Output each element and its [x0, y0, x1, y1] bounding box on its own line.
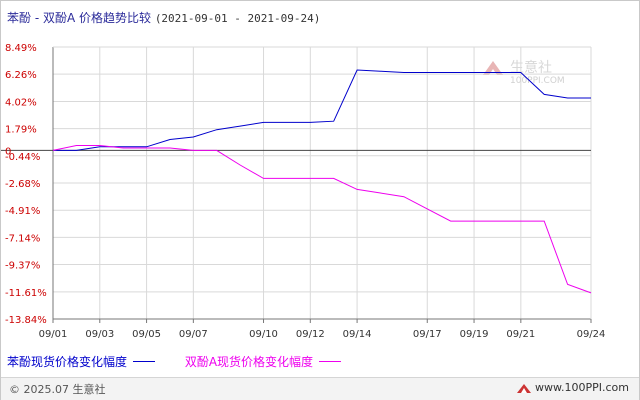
x-tick-label: 09/14 — [343, 329, 372, 340]
x-tick-label: 09/21 — [506, 329, 535, 340]
y-tick-label: 1.79% — [5, 125, 37, 136]
x-tick-label: 09/19 — [460, 329, 489, 340]
y-tick-label: 4.02% — [5, 97, 37, 108]
legend-swatch-bpa — [319, 361, 342, 362]
watermark-text: 100PPI.COM — [510, 76, 565, 86]
y-tick-label: 0 — [5, 146, 11, 157]
watermark-logo-icon — [483, 61, 503, 75]
y-tick-label: -11.61% — [5, 288, 47, 299]
y-tick-label: 6.26% — [5, 70, 37, 81]
footer-url-text: www.100PPI.com — [535, 381, 629, 394]
y-tick-label: -7.14% — [5, 233, 40, 244]
watermark-brand: 生意社 — [510, 59, 552, 76]
y-tick-label: 8.49% — [5, 43, 37, 54]
y-tick-label: -9.37% — [5, 261, 40, 272]
footer-bar: © 2025.07 生意社 www.100PPI.com — [1, 377, 639, 400]
x-tick-label: 09/17 — [413, 329, 442, 340]
x-tick-label: 09/01 — [39, 329, 68, 340]
chart-grid — [52, 46, 592, 320]
legend-item-bpa: 双酚A现货价格变化幅度 — [184, 353, 342, 370]
series-line-phenol — [53, 69, 591, 151]
chart-series — [52, 69, 592, 294]
footer-copyright: © 2025.07 生意社 — [9, 383, 106, 396]
y-tick-label: -2.68% — [5, 179, 40, 190]
x-tick-label: 09/03 — [85, 329, 114, 340]
legend-label-bpa: 双酚A现货价格变化幅度 — [184, 355, 314, 369]
brand-logo-icon — [517, 383, 532, 393]
x-tick-label: 09/10 — [249, 329, 278, 340]
series-line-bpa — [52, 145, 592, 294]
y-tick-label: -0.44% — [5, 152, 40, 163]
x-tick-label: 09/24 — [577, 329, 606, 340]
y-tick-label: -4.91% — [5, 206, 40, 217]
chart-legend: 苯酚现货价格变化幅度 双酚A现货价格变化幅度 — [7, 353, 367, 370]
y-tick-label: -13.84% — [5, 315, 47, 326]
x-tick-label: 09/07 — [179, 329, 208, 340]
legend-swatch-phenol — [133, 361, 156, 362]
chart-date-range: (2021-09-01 - 2021-09-24) — [154, 12, 321, 25]
x-tick-label: 09/05 — [132, 329, 161, 340]
chart-title-text: 苯酚 - 双酚A 价格趋势比较 — [7, 11, 151, 25]
chart-axes — [1, 46, 592, 323]
legend-label-phenol: 苯酚现货价格变化幅度 — [7, 355, 128, 369]
legend-item-phenol: 苯酚现货价格变化幅度 — [7, 353, 156, 370]
x-tick-label: 09/12 — [296, 329, 325, 340]
footer-url[interactable]: www.100PPI.com — [517, 381, 629, 394]
chart-title: 苯酚 - 双酚A 价格趋势比较 (2021-09-01 - 2021-09-24… — [7, 9, 320, 26]
chart-tick-labels: 8.49% 6.26% 4.02% 1.79% 0-0.44% -2.68% -4.91% -… — [5, 43, 605, 340]
